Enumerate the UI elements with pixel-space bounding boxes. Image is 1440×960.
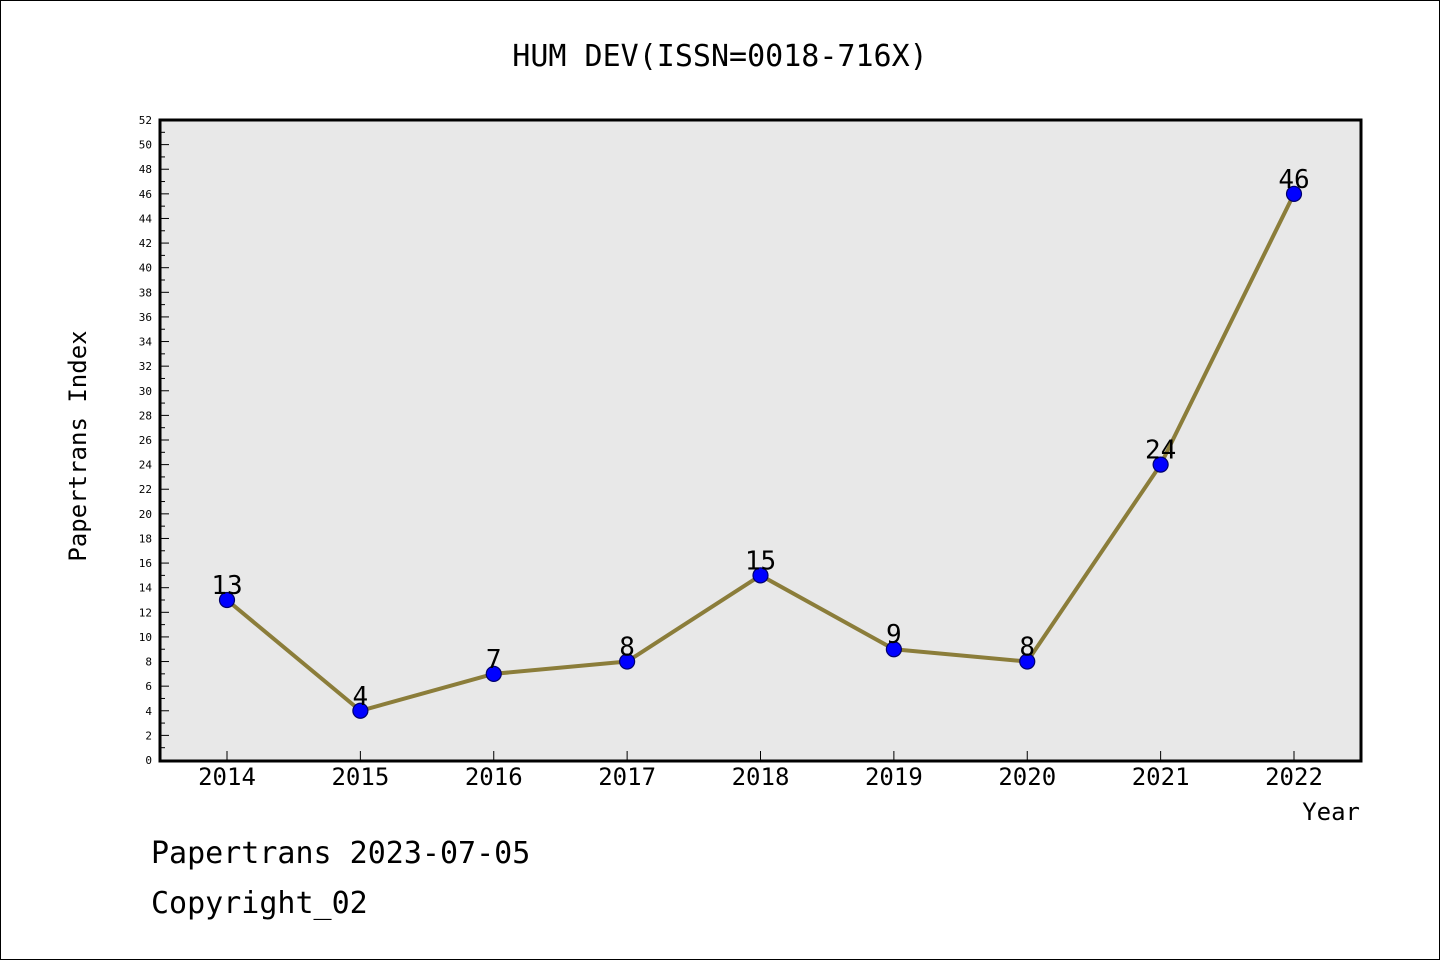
y-tick-label: 10: [139, 631, 152, 644]
y-axis-label: Papertrans Index: [64, 330, 92, 561]
data-point: [352, 702, 369, 719]
data-point: [619, 653, 636, 670]
y-tick-label: 46: [139, 188, 152, 201]
y-tick-label: 30: [139, 385, 152, 398]
y-tick-label: 44: [139, 212, 153, 225]
y-tick-label: 24: [139, 459, 153, 472]
footer-copyright-line: Copyright_02: [151, 886, 368, 921]
x-tick-label: 2020: [998, 763, 1056, 791]
y-tick-label: 6: [145, 680, 152, 693]
y-tick-label: 32: [139, 360, 152, 373]
y-tick-label: 26: [139, 434, 152, 447]
data-point: [1019, 653, 1036, 670]
y-tick-label: 52: [139, 114, 152, 127]
x-tick-label: 2015: [331, 763, 389, 791]
y-tick-label: 40: [139, 262, 152, 275]
y-tick-label: 8: [145, 656, 152, 669]
data-label-group: 13 4 7 8 15 9 8 24 46: [211, 165, 1309, 712]
data-label: 8: [1019, 633, 1035, 663]
y-tick-label: 4: [145, 705, 152, 718]
data-point: [1152, 456, 1169, 473]
x-tick-label: 2017: [598, 763, 656, 791]
y-tick-label: 0: [145, 754, 152, 767]
plot-area: [158, 118, 1363, 763]
data-point: [218, 591, 236, 609]
y-tick-label: 48: [139, 163, 152, 176]
y-tick-label: 20: [139, 508, 152, 521]
y-tick-label: 22: [139, 483, 152, 496]
x-tick-label: 2014: [198, 763, 256, 791]
y-tick-label: 18: [139, 532, 152, 545]
x-axis-ticks: 2014 2015 2016 2017 2018 2019 2020 2021 2022: [198, 751, 1323, 791]
y-tick-label: 34: [139, 336, 153, 349]
data-label: 15: [745, 546, 776, 576]
data-point: [885, 641, 902, 658]
y-tick-label: 28: [139, 409, 152, 422]
data-label: 46: [1278, 165, 1309, 195]
chart-title: HUM DEV(ISSN=0018-716X): [512, 39, 927, 74]
y-tick-label: 14: [139, 582, 153, 595]
data-point: [752, 567, 769, 584]
x-tick-label: 2022: [1265, 763, 1323, 791]
marker-group: [218, 185, 1303, 719]
y-tick-label: 42: [139, 237, 152, 250]
data-label: 7: [486, 645, 502, 675]
y-tick-label: 50: [139, 139, 152, 152]
data-point: [485, 665, 502, 682]
x-tick-label: 2021: [1132, 763, 1190, 791]
y-axis-ticks: 0246810121416182022242628303234363840424…: [139, 114, 169, 767]
data-label: 8: [619, 633, 635, 663]
y-tick-label: 16: [139, 557, 152, 570]
x-tick-label: 2019: [865, 763, 923, 791]
data-label: 24: [1145, 436, 1176, 466]
y-tick-label: 36: [139, 311, 152, 324]
x-axis-label: Year: [1302, 798, 1360, 826]
y-tick-label: 38: [139, 286, 152, 299]
data-label: 13: [211, 571, 242, 601]
y-tick-label: 12: [139, 606, 152, 619]
y-tick-label: 2: [145, 729, 152, 742]
footer-date-line: Papertrans 2023-07-05: [151, 836, 531, 871]
x-tick-label: 2016: [465, 763, 523, 791]
data-label: 4: [353, 682, 369, 712]
data-label: 9: [886, 620, 902, 650]
data-point: [1285, 185, 1303, 202]
x-tick-label: 2018: [732, 763, 790, 791]
